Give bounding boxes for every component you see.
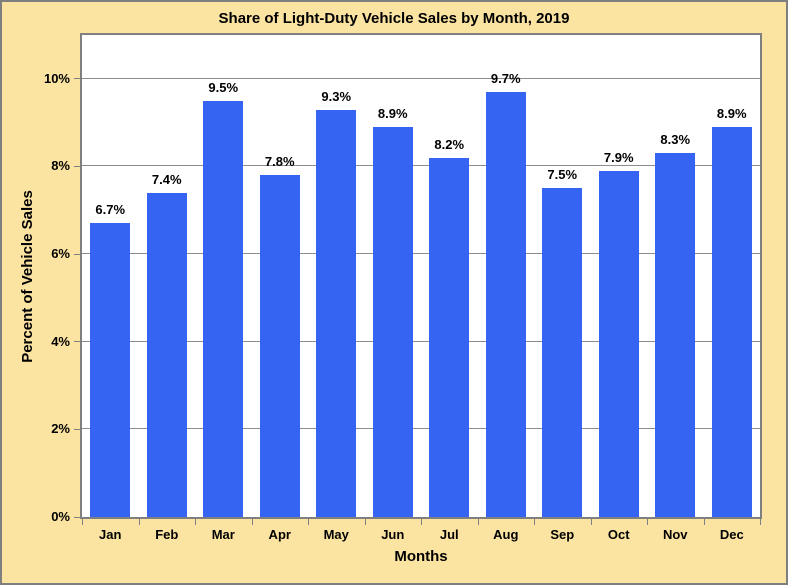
bar-value-label: 9.5% — [208, 79, 239, 95]
x-tick-label: Aug — [493, 527, 519, 542]
y-tick-label: 10% — [43, 70, 70, 86]
x-tick-label: Sep — [550, 527, 575, 542]
x-tick — [364, 519, 366, 525]
bar — [598, 170, 639, 517]
y-tick-label: 0% — [51, 509, 70, 524]
gridline — [82, 253, 760, 255]
x-tick-labels: Jan Feb Mar Apr May Jun Jul Aug Sep Oct Nov Dec — [82, 527, 760, 543]
x-tick — [308, 519, 309, 525]
y-tick-label: 4% — [51, 333, 70, 349]
bar-value-label: 7.4% — [151, 171, 182, 187]
x-tick — [590, 519, 592, 525]
bar — [203, 100, 244, 517]
x-tick-label: Feb — [155, 527, 179, 542]
x-tick — [421, 519, 422, 525]
x-ticks — [82, 519, 761, 525]
x-tick — [534, 519, 535, 525]
plot-area: 6.7% 7.4% 9.5% 7.8% 9.3% 8.9% 8.2% 9.7% 7.5% 7.9%… — [80, 33, 762, 519]
x-tick — [251, 519, 253, 525]
x-tick — [138, 519, 140, 525]
chart-title: Share of Light-Duty Vehicle Sales by Mon… — [218, 10, 570, 27]
gridline — [82, 165, 760, 167]
x-tick — [760, 519, 761, 525]
x-tick — [195, 519, 196, 525]
y-tick — [74, 78, 80, 80]
x-tick-label: Dec — [719, 527, 744, 542]
bar-value-label: 8.9% — [716, 106, 747, 122]
y-tick-labels: 0% 2% 4% 6% 8% 10% — [2, 35, 70, 523]
y-tick — [74, 253, 80, 255]
x-tick-label: Nov — [662, 527, 688, 542]
y-tick — [74, 428, 80, 430]
bar — [485, 91, 526, 517]
bar-value-label: 8.3% — [660, 132, 691, 148]
y-tick — [74, 165, 80, 167]
bar — [655, 153, 696, 517]
bar-value-label: 8.9% — [377, 106, 408, 122]
bar-labels-layer: 6.7% 7.4% 9.5% 7.8% 9.3% 8.9% 8.2% 9.7% 7.5% 7.9%… — [82, 35, 760, 517]
bar — [90, 223, 131, 517]
x-tick-label: Jul — [439, 527, 459, 542]
bar — [429, 157, 470, 517]
bar — [316, 109, 357, 517]
x-tick-label: Jan — [99, 527, 122, 542]
bar — [542, 188, 583, 517]
x-tick — [647, 519, 648, 525]
x-tick-label: May — [323, 527, 349, 542]
x-tick-label: Apr — [268, 527, 291, 542]
bar — [146, 192, 187, 517]
bar — [372, 127, 413, 517]
x-tick — [703, 519, 705, 525]
bar-value-label: 8.2% — [434, 136, 465, 152]
x-tick-label: Jun — [381, 527, 405, 542]
x-tick-label: Oct — [607, 527, 630, 542]
gridline — [82, 428, 760, 430]
y-tick-label: 6% — [51, 246, 70, 262]
x-tick-label: Mar — [211, 527, 235, 542]
x-axis-title: Months — [394, 548, 448, 565]
bar-value-label: 7.5% — [547, 167, 578, 183]
y-tick — [74, 341, 80, 343]
bar — [259, 175, 300, 517]
gridline — [82, 340, 760, 342]
bar-value-label: 6.7% — [95, 202, 126, 218]
bar-value-label: 9.3% — [321, 88, 352, 104]
y-ticks — [74, 35, 80, 518]
bar-value-label: 9.7% — [490, 70, 521, 86]
x-tick — [82, 519, 83, 525]
bar-value-label: 7.8% — [264, 154, 295, 170]
bar — [711, 127, 752, 517]
y-tick-label: 2% — [51, 421, 70, 437]
gridlines-layer — [82, 35, 760, 517]
bar-value-label: 7.9% — [603, 149, 634, 165]
gridline — [82, 77, 760, 79]
y-tick — [74, 516, 80, 518]
bars-layer — [82, 35, 760, 517]
x-tick — [477, 519, 479, 525]
y-tick-label: 8% — [51, 158, 70, 174]
